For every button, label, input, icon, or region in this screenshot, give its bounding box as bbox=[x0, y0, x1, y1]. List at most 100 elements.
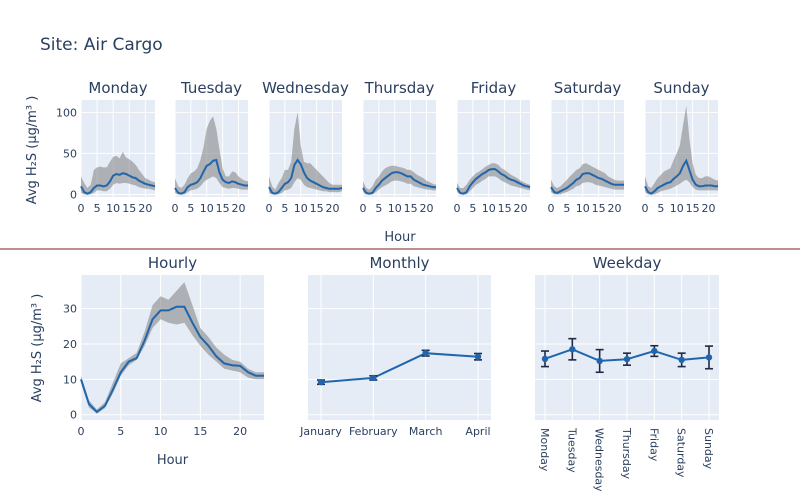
data-point bbox=[541, 355, 549, 363]
x-tick-label: 5 bbox=[281, 202, 288, 215]
x-tick-label: 10 bbox=[482, 202, 496, 215]
series-line-thursday bbox=[362, 171, 436, 195]
x-tick-label: 5 bbox=[117, 425, 124, 438]
series-line-sunday bbox=[644, 158, 718, 195]
x-tick-label: 5 bbox=[469, 202, 476, 215]
x-tick-label: 20 bbox=[138, 202, 152, 215]
x-tick-label: 15 bbox=[498, 202, 512, 215]
x-tick-label: 0 bbox=[454, 202, 461, 215]
ci-band-thursday bbox=[363, 165, 436, 195]
data-point bbox=[623, 355, 631, 363]
data-point bbox=[678, 356, 685, 364]
x-tick-label: 10 bbox=[154, 425, 168, 438]
x-tick-label: 10 bbox=[294, 202, 308, 215]
series-line-monday bbox=[80, 172, 156, 195]
x-tick-label: 5 bbox=[94, 202, 101, 215]
x-tick-label: Monday bbox=[538, 428, 551, 472]
panel-title: Weekday bbox=[593, 254, 662, 272]
x-tick-label: Saturday bbox=[675, 428, 688, 478]
x-tick-label: Friday bbox=[647, 428, 660, 462]
x-tick-label: 10 bbox=[576, 202, 590, 215]
x-tick-label: 10 bbox=[670, 202, 684, 215]
data-point bbox=[370, 374, 377, 382]
x-tick-label: 5 bbox=[563, 202, 570, 215]
series-line-saturday bbox=[550, 172, 624, 194]
x-tick-label: Sunday bbox=[702, 428, 715, 470]
x-tick-label: Tuesday bbox=[565, 427, 578, 473]
x-tick-label: 0 bbox=[642, 202, 649, 215]
series-line-wednesday bbox=[268, 158, 343, 195]
x-tick-label: 0 bbox=[78, 202, 85, 215]
top-y-axis-title: Avg H₂S (µg/m³ ) bbox=[25, 96, 40, 205]
panel-title: Monthly bbox=[369, 254, 429, 272]
x-tick-label: 5 bbox=[375, 202, 382, 215]
ci-band-monday bbox=[81, 151, 155, 195]
bottom-y-axis-title: Avg H₂S (µg/m³ ) bbox=[30, 294, 45, 403]
panel-title: Hourly bbox=[148, 254, 197, 272]
panel-title: Wednesday bbox=[262, 79, 349, 97]
panel-title: Tuesday bbox=[180, 79, 242, 97]
series-line-hourly bbox=[80, 305, 264, 414]
x-tick-label: 5 bbox=[657, 202, 664, 215]
data-point bbox=[422, 349, 429, 357]
x-tick-label: 20 bbox=[513, 202, 527, 215]
figure-title: Site: Air Cargo bbox=[40, 35, 163, 55]
ci-band-tuesday bbox=[175, 116, 248, 195]
x-tick-label: April bbox=[465, 425, 490, 438]
plot-area-8 bbox=[308, 275, 491, 420]
x-tick-label: 20 bbox=[325, 202, 339, 215]
x-tick-label: 10 bbox=[388, 202, 402, 215]
panel-title: Monday bbox=[88, 79, 147, 97]
ci-band-sunday bbox=[645, 105, 718, 195]
data-point bbox=[569, 346, 576, 353]
y-tick-label: 10 bbox=[63, 373, 77, 386]
series-line-friday bbox=[456, 168, 531, 195]
x-tick-label: Wednesday bbox=[593, 428, 606, 492]
x-tick-label: 15 bbox=[216, 202, 230, 215]
data-point bbox=[596, 357, 603, 365]
x-tick-label: 10 bbox=[200, 202, 214, 215]
data-point bbox=[317, 378, 325, 386]
x-tick-label: 5 bbox=[187, 202, 194, 215]
x-tick-label: March bbox=[409, 425, 443, 438]
x-tick-label: 0 bbox=[266, 202, 273, 215]
x-tick-label: February bbox=[349, 425, 398, 438]
x-tick-label: 20 bbox=[419, 202, 433, 215]
y-tick-label: 0 bbox=[70, 409, 77, 422]
x-tick-label: 20 bbox=[701, 202, 715, 215]
y-tick-label: 30 bbox=[63, 303, 77, 316]
series-line-tuesday bbox=[174, 158, 248, 195]
x-tick-label: 15 bbox=[592, 202, 606, 215]
x-tick-label: 0 bbox=[78, 425, 85, 438]
x-tick-label: 0 bbox=[172, 202, 179, 215]
y-tick-label: 20 bbox=[63, 338, 77, 351]
x-tick-label: 20 bbox=[607, 202, 621, 215]
top-x-axis-title: Hour bbox=[384, 230, 416, 245]
x-tick-label: 15 bbox=[193, 425, 207, 438]
panel-title: Thursday bbox=[364, 79, 435, 97]
x-tick-label: 20 bbox=[231, 202, 245, 215]
x-tick-label: 15 bbox=[686, 202, 700, 215]
y-tick-label: 100 bbox=[56, 106, 77, 119]
series-line-monthly bbox=[320, 352, 479, 384]
x-tick-label: 15 bbox=[310, 202, 324, 215]
x-tick-label: 20 bbox=[233, 425, 247, 438]
y-tick-label: 0 bbox=[70, 189, 77, 202]
x-tick-label: 10 bbox=[106, 202, 120, 215]
data-point bbox=[705, 354, 713, 361]
x-tick-label: Thursday bbox=[620, 427, 633, 480]
x-tick-label: 0 bbox=[548, 202, 555, 215]
y-tick-label: 50 bbox=[63, 147, 77, 160]
x-tick-label: 15 bbox=[404, 202, 418, 215]
x-tick-label: January bbox=[299, 425, 342, 438]
x-tick-label: 15 bbox=[122, 202, 136, 215]
panel-title: Sunday bbox=[653, 79, 709, 97]
panel-title: Friday bbox=[471, 79, 517, 97]
data-point bbox=[474, 353, 482, 360]
x-tick-label: 0 bbox=[360, 202, 367, 215]
panel-title: Saturday bbox=[554, 79, 622, 97]
data-point bbox=[651, 347, 658, 355]
ci-band-wednesday bbox=[269, 112, 342, 195]
